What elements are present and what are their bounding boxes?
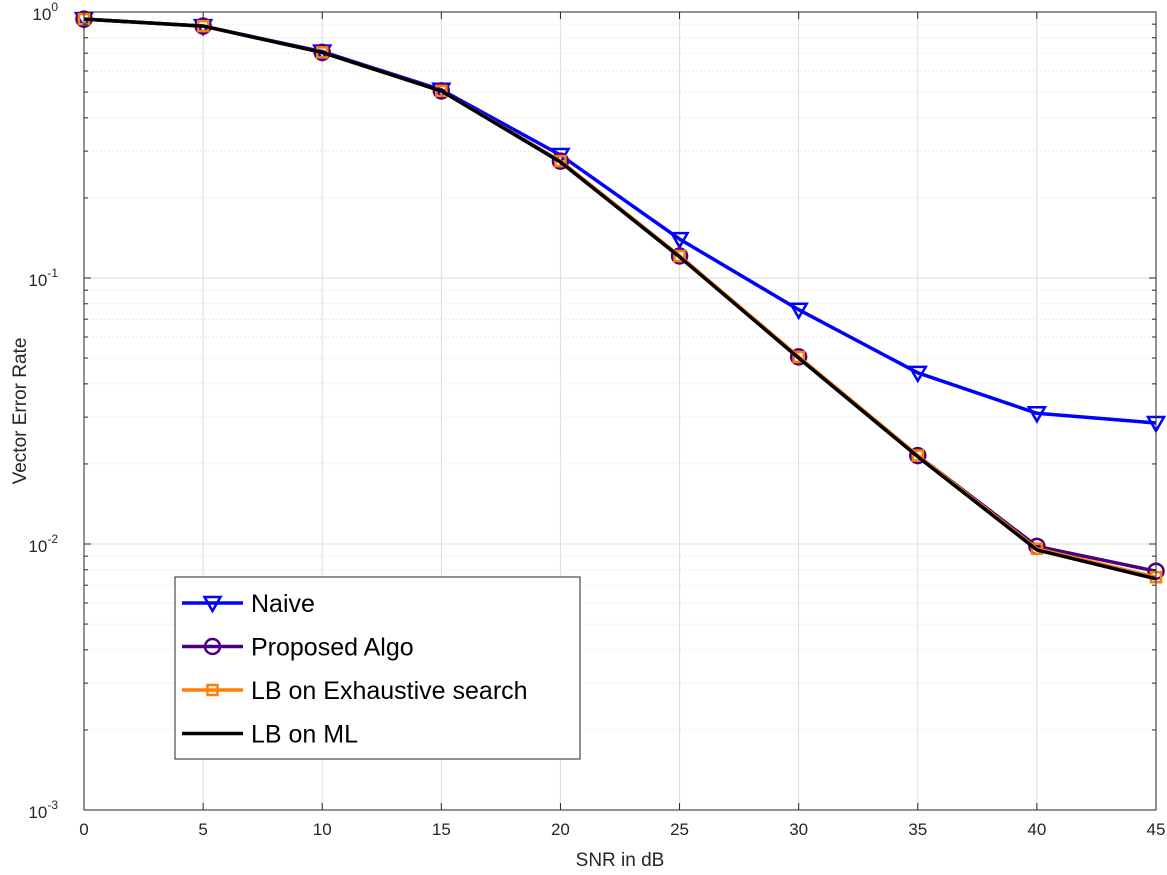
plot-frame bbox=[83, 11, 1157, 811]
legend-item-lb-on-ml: LB on ML bbox=[182, 721, 358, 749]
legend-label: Proposed Algo bbox=[251, 634, 414, 662]
legend-swatch-marker bbox=[206, 683, 219, 697]
y-axis-label: Vector Error Rate bbox=[10, 338, 31, 485]
legend-item-proposed-algo: Proposed Algo bbox=[182, 634, 414, 662]
data-point-lb-on-exhaustive-search bbox=[911, 449, 925, 462]
data-point-naive bbox=[1026, 406, 1048, 424]
legend-swatch-marker bbox=[203, 637, 222, 656]
data-point-proposed-algo bbox=[551, 152, 570, 170]
legend: Naive Proposed Algo LB on Exhaustive searc… bbox=[174, 576, 581, 760]
x-tick-label: 35 bbox=[908, 820, 927, 839]
legend-label: LB on ML bbox=[251, 721, 358, 749]
x-tick-label: 5 bbox=[198, 820, 207, 839]
data-point-lb-on-exhaustive-search bbox=[554, 154, 567, 168]
data-point-lb-on-exhaustive-search bbox=[1030, 542, 1044, 555]
y-tick-label: 10-3 bbox=[28, 798, 58, 822]
ticks: 0 5 10 15 20 25 30 35 40 45 10-3 10-2 10-1 100 bbox=[28, 0, 1165, 839]
legend-label: Naive bbox=[251, 590, 315, 618]
x-axis-label: SNR in dB bbox=[576, 850, 665, 871]
x-tick-label: 40 bbox=[1027, 820, 1046, 839]
data-point-proposed-algo bbox=[670, 247, 689, 265]
x-tick-label: 45 bbox=[1147, 820, 1166, 839]
data-point-lb-on-exhaustive-search bbox=[792, 350, 805, 364]
legend-box bbox=[174, 576, 581, 760]
legend-swatch-marker bbox=[202, 595, 223, 614]
series-lb-on-ml bbox=[83, 17, 1157, 581]
series-line-lb-on-ml bbox=[83, 17, 1157, 581]
legend-item-lb-on-exhaustive-search: LB on Exhaustive search bbox=[182, 677, 528, 705]
legend-label: LB on Exhaustive search bbox=[251, 677, 528, 705]
data-point-lb-on-exhaustive-search bbox=[673, 249, 686, 263]
data-point-proposed-algo bbox=[789, 348, 808, 366]
x-tick-label: 20 bbox=[551, 820, 570, 839]
legend-item-naive: Naive bbox=[182, 590, 315, 618]
y-tick-label: 10-2 bbox=[28, 532, 58, 556]
data-point-naive bbox=[669, 231, 690, 250]
data-point-naive bbox=[907, 365, 928, 384]
data-point-naive bbox=[788, 302, 809, 321]
y-tick-label: 10-1 bbox=[28, 266, 58, 290]
series-layer bbox=[73, 10, 1167, 584]
x-tick-label: 15 bbox=[432, 820, 451, 839]
x-tick-label: 30 bbox=[789, 820, 808, 839]
x-tick-label: 0 bbox=[79, 820, 88, 839]
x-tick-label: 10 bbox=[313, 820, 332, 839]
data-point-proposed-algo bbox=[432, 82, 451, 100]
data-point-proposed-algo bbox=[909, 446, 927, 465]
y-tick-label: 100 bbox=[32, 0, 58, 24]
x-tick-label: 25 bbox=[670, 820, 689, 839]
